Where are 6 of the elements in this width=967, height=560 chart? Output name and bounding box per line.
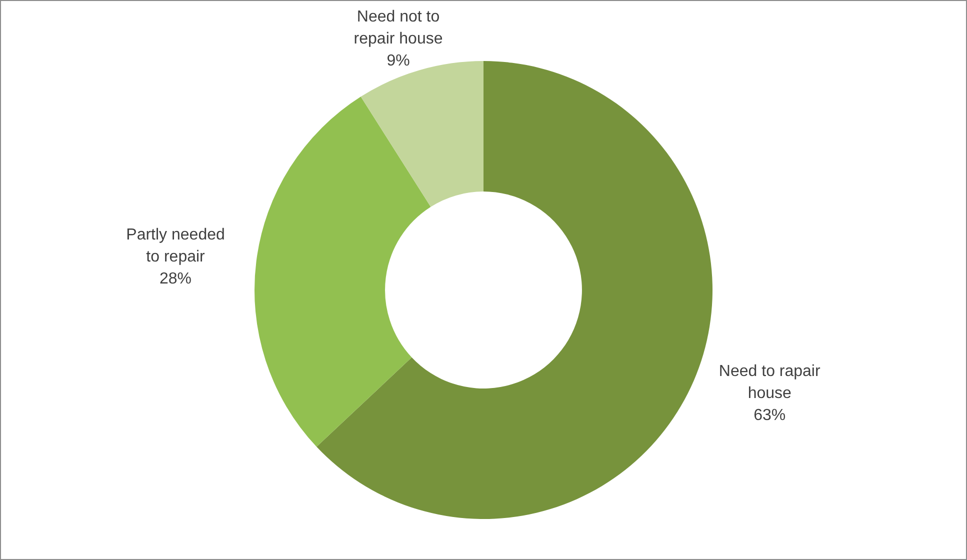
slice-label: Partly needed to repair [126,226,225,266]
data-label: 63% [754,407,786,424]
slice-label: Need not to repair house [354,8,443,48]
data-label: 9% [386,52,410,70]
data-label: 28% [160,270,192,288]
slice-label: Need to rapair house [718,363,821,402]
